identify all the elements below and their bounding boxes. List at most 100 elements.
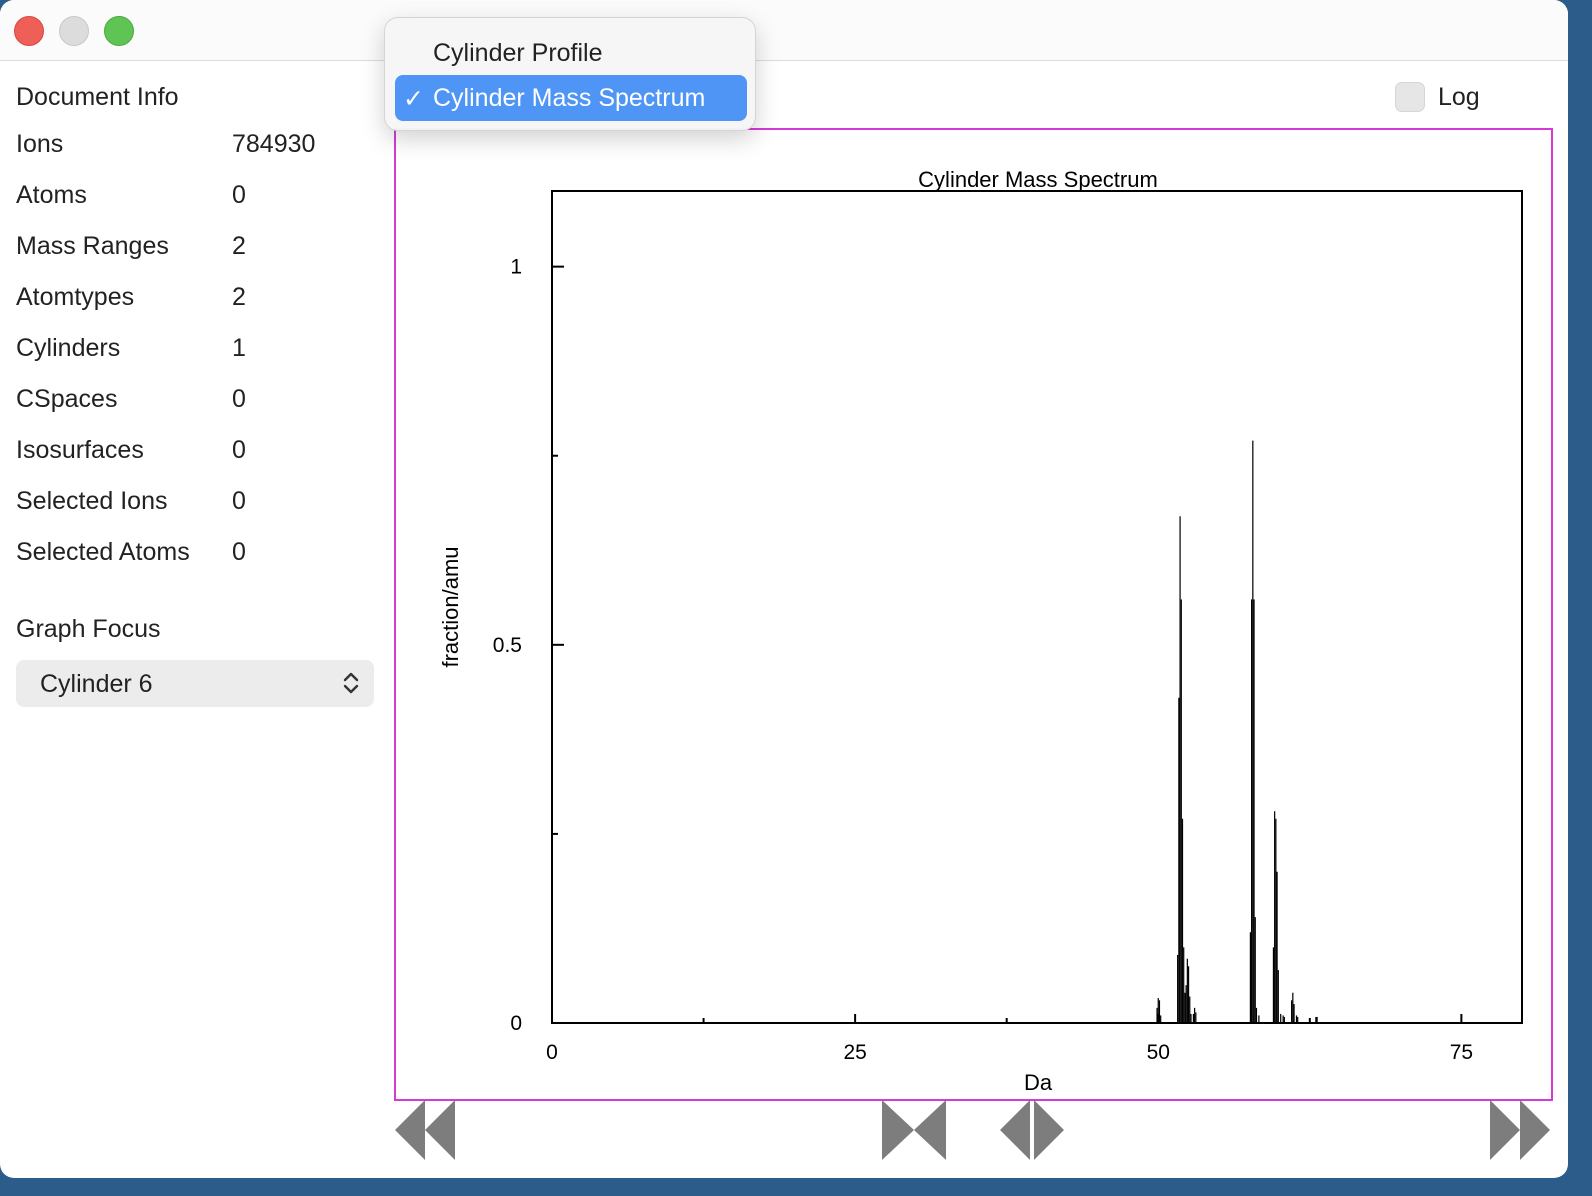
info-value: 0 <box>232 385 246 413</box>
right-arrow-icon <box>882 1100 914 1160</box>
spectrum-bar <box>1189 996 1191 1023</box>
document-info-title: Document Info <box>16 83 179 111</box>
spectrum-bar <box>1177 954 1179 1023</box>
spectrum-bar <box>1297 1016 1299 1023</box>
menu-item-cylinder-mass-spectrum[interactable]: ✓ Cylinder Mass Spectrum <box>395 75 747 121</box>
log-checkbox[interactable] <box>1395 82 1425 112</box>
x-axis-label: Da <box>1024 1070 1053 1095</box>
chart-frame: Cylinder Mass Spectrum 0 25 50 75 0 0.5 1 Da f… <box>394 128 1553 1101</box>
spectrum-bar <box>1254 917 1256 1023</box>
zoom-out-button[interactable] <box>1000 1100 1066 1160</box>
info-value: 0 <box>232 181 246 209</box>
menu-item-label: Cylinder Profile <box>433 39 603 67</box>
spectrum-bar <box>1276 871 1278 1023</box>
spectrum-bar <box>1195 1012 1197 1023</box>
plot-area <box>551 190 1523 1024</box>
graph-focus-title: Graph Focus <box>16 615 161 643</box>
spectrum-bar <box>1186 958 1188 1023</box>
x-tick-label: 0 <box>546 1041 558 1064</box>
info-label: CSpaces <box>16 385 118 413</box>
menu-item-cylinder-profile[interactable]: Cylinder Profile <box>395 30 747 76</box>
spectrum-bar <box>1277 970 1279 1023</box>
minimize-window-button[interactable] <box>59 16 89 46</box>
y-axis-label: fraction/amu <box>438 546 463 667</box>
spectrum-bar <box>1258 1015 1260 1023</box>
sidebar: Document Info Ions 784930 Atoms 0 Mass R… <box>0 61 385 1178</box>
info-label: Selected Atoms <box>16 538 190 566</box>
spectrum-bar <box>1275 818 1277 1023</box>
info-label: Atoms <box>16 181 87 209</box>
spectrum-bar <box>1187 966 1190 1023</box>
plot-type-menu: Cylinder Profile ✓ Cylinder Mass Spectru… <box>384 17 756 131</box>
spectrum-bar <box>1274 811 1276 1023</box>
left-arrow-icon <box>1000 1100 1030 1160</box>
spectrum-bar <box>1280 1013 1282 1023</box>
spectrum-bar <box>1252 440 1254 1024</box>
y-tick-label: 1 <box>510 256 522 279</box>
spectrum-bar <box>1178 697 1180 1023</box>
graph-focus-select[interactable]: Cylinder 6 <box>16 660 374 707</box>
info-label: Ions <box>16 130 64 158</box>
y-tick-label: 0.5 <box>493 634 522 657</box>
info-label: Isosurfaces <box>16 436 144 464</box>
spectrum-bar <box>1316 1016 1318 1023</box>
zoom-in-button[interactable] <box>882 1100 948 1160</box>
spectrum-bar <box>1272 947 1275 1023</box>
spectrum-bar <box>1293 1004 1295 1023</box>
spectrum-bar <box>1283 1016 1285 1023</box>
spectrum-bar <box>1156 1007 1158 1023</box>
spectrum-bar <box>1160 1015 1162 1023</box>
right-arrow-icon <box>1034 1100 1064 1160</box>
info-value: 2 <box>232 232 246 260</box>
graph-focus-value: Cylinder 6 <box>40 670 153 698</box>
spectrum-bar <box>1192 1013 1195 1023</box>
spectrum-bar <box>1158 1000 1161 1023</box>
spectrum-bar <box>1190 1013 1192 1023</box>
left-arrow-icon <box>914 1100 946 1160</box>
info-value: 0 <box>232 487 246 515</box>
spectrum-bar <box>1179 516 1181 1023</box>
log-label: Log <box>1438 83 1480 111</box>
info-label: Mass Ranges <box>16 232 169 260</box>
checkmark-icon: ✓ <box>403 85 424 113</box>
spectrum-bar <box>1295 1015 1298 1023</box>
close-window-button[interactable] <box>14 16 44 46</box>
app-window: Document Info Ions 784930 Atoms 0 Mass R… <box>0 0 1568 1178</box>
title-bar <box>0 0 1568 61</box>
spectrum-bar <box>1180 599 1182 1023</box>
jump-end-button[interactable] <box>1490 1100 1552 1160</box>
x-tick-label: 50 <box>1147 1041 1170 1064</box>
spectrum-bar <box>1291 1000 1293 1023</box>
chart-title: Cylinder Mass Spectrum <box>918 167 1158 192</box>
info-label: Cylinders <box>16 334 121 362</box>
left-arrow-icon <box>395 1100 425 1160</box>
info-value: 784930 <box>232 130 316 158</box>
spectrum-bar <box>1255 1007 1258 1023</box>
y-tick-label: 0 <box>510 1012 522 1035</box>
x-tick-label: 25 <box>843 1041 866 1064</box>
spectrum-bar <box>1181 818 1184 1023</box>
updown-chevron-icon <box>343 672 359 694</box>
spectrum-bar <box>1184 992 1186 1023</box>
spectrum-bar <box>1292 992 1294 1023</box>
spectrum-bar <box>1251 599 1253 1023</box>
x-tick-label: 75 <box>1450 1041 1473 1064</box>
left-arrow-icon <box>425 1100 455 1160</box>
info-label: Atomtypes <box>16 283 135 311</box>
maximize-window-button[interactable] <box>104 16 134 46</box>
spectrum-bar <box>1185 985 1187 1023</box>
spectrum-bar <box>1183 947 1185 1023</box>
spectrum-bar <box>1194 1007 1196 1023</box>
menu-item-label: Cylinder Mass Spectrum <box>433 84 706 112</box>
spectrum-bar <box>1157 998 1159 1023</box>
jump-start-button[interactable] <box>395 1100 457 1160</box>
spectrum-bar <box>1249 932 1252 1023</box>
right-arrow-icon <box>1490 1100 1520 1160</box>
info-value: 1 <box>232 334 246 362</box>
spectrum-bar <box>1253 599 1255 1023</box>
mass-spectrum-chart: Cylinder Mass Spectrum 0 25 50 75 0 0.5 1 Da f… <box>438 167 1523 1095</box>
info-value: 2 <box>232 283 246 311</box>
right-arrow-icon <box>1520 1100 1550 1160</box>
spectrum-bar <box>1315 1016 1317 1023</box>
spectrum-bar <box>1282 1015 1284 1023</box>
